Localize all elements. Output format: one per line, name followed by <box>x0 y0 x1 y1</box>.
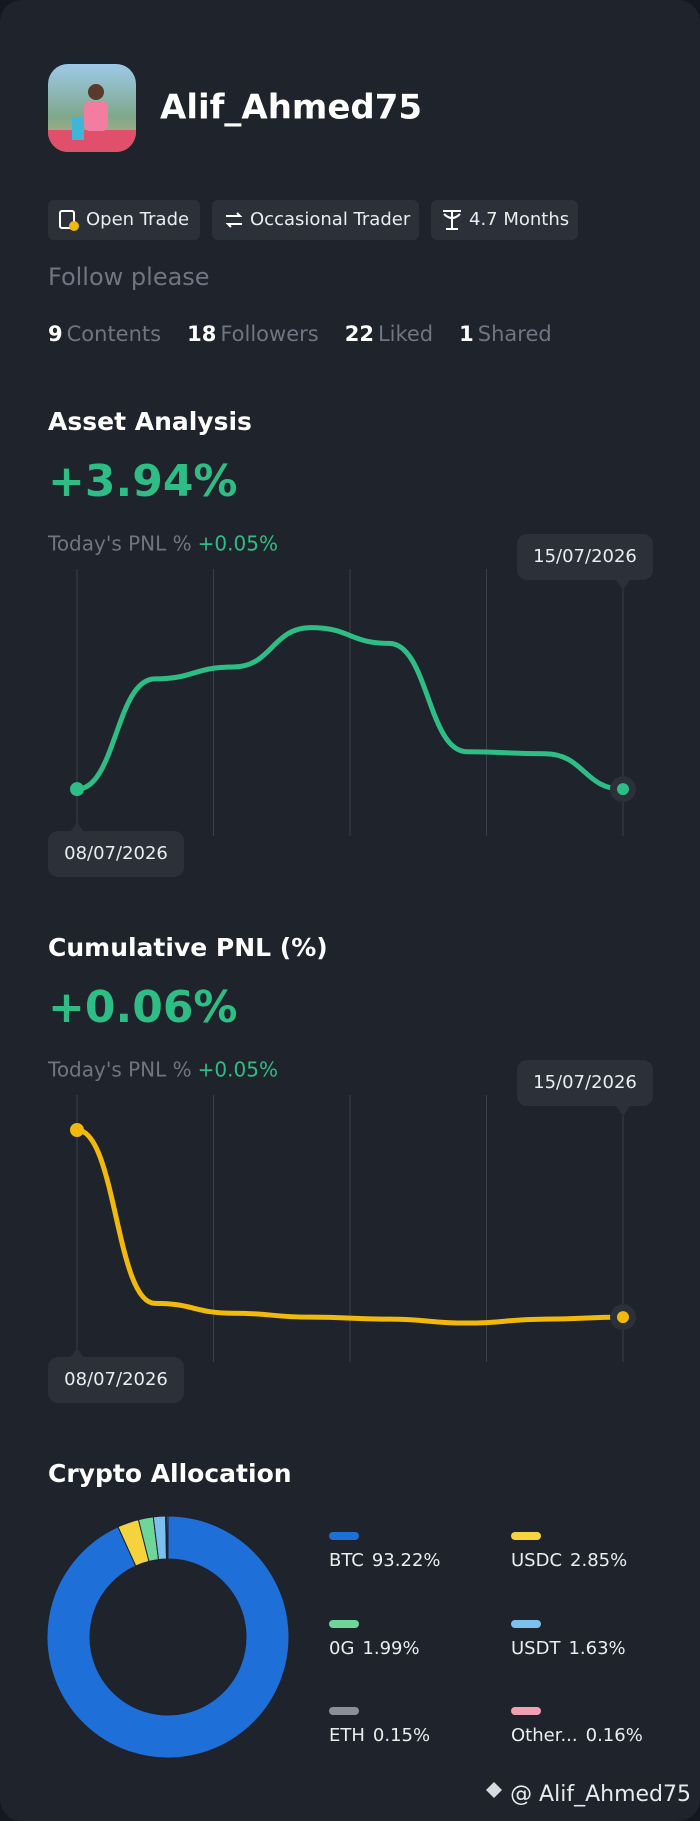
tag-label: Open Trade <box>86 209 189 230</box>
tooltip-pointer <box>70 1348 84 1358</box>
stat-label: Liked <box>378 322 433 346</box>
section-title: Crypto Allocation <box>48 1459 292 1488</box>
watermark-text: @ Alif_Ahmed75 <box>510 1782 691 1807</box>
tag <box>212 200 419 240</box>
headline-value: +0.06% <box>48 982 238 1033</box>
date-label: 08/07/2026 <box>64 843 168 864</box>
legend-swatch <box>329 1707 359 1715</box>
subtitle-value: +0.05% <box>198 532 278 556</box>
avatar[interactable] <box>48 64 136 152</box>
section-title: Asset Analysis <box>48 407 252 436</box>
section-title: Cumulative PNL (%) <box>48 933 328 962</box>
legend-name: USDC <box>511 1550 562 1571</box>
tag-icon <box>69 221 79 231</box>
point-marker <box>617 783 629 796</box>
legend-swatch <box>329 1620 359 1628</box>
legend-value: 1.99% <box>362 1638 419 1659</box>
legend-name: USDT <box>511 1638 561 1659</box>
tag-label: Occasional Trader <box>250 209 411 230</box>
subtitle: Today's PNL % <box>47 532 192 556</box>
headline-value: +3.94% <box>48 456 238 507</box>
stat-count: 1 <box>459 322 474 346</box>
legend-name: ETH <box>329 1725 365 1746</box>
date-label: 15/07/2026 <box>533 1072 637 1093</box>
tag-label: 4.7 Months <box>469 209 569 230</box>
legend-value: 0.15% <box>373 1725 430 1746</box>
date-tooltip <box>517 1060 653 1106</box>
stat-label: Shared <box>478 322 552 346</box>
stats-row: 9 Contents 18 Followers 22 Liked 1 Shared <box>48 322 552 346</box>
subtitle: Today's PNL % <box>47 1058 192 1082</box>
legend-value: 1.63% <box>568 1638 625 1659</box>
point-marker <box>617 1311 629 1324</box>
date-tooltip <box>517 534 653 580</box>
subtitle-value: +0.05% <box>198 1058 278 1082</box>
legend-value: 93.22% <box>372 1550 441 1571</box>
tag <box>431 200 578 240</box>
donut-slice <box>46 1515 290 1759</box>
tooltip-pointer <box>70 822 84 832</box>
legend-value: 2.85% <box>570 1550 627 1571</box>
date-tooltip <box>48 1357 184 1403</box>
line <box>74 625 626 792</box>
point-marker <box>70 782 84 797</box>
date-tooltip <box>48 831 184 877</box>
donut-slice <box>166 1515 169 1560</box>
username: Alif_Ahmed75 <box>160 88 422 128</box>
stat-count: 22 <box>345 322 374 346</box>
stat-label: Contents <box>67 322 161 346</box>
tag-icon <box>59 210 75 229</box>
tag-icon <box>443 210 461 230</box>
tooltip-pointer <box>616 580 630 590</box>
tooltip-pointer <box>616 1106 630 1116</box>
date-label: 15/07/2026 <box>533 546 637 567</box>
tag <box>48 200 200 240</box>
tag-icon <box>225 212 243 228</box>
charts: Asset Analysis+3.94%Today's PNL % +0.05%1… <box>46 407 653 1759</box>
stat-count: 9 <box>48 322 63 346</box>
legend-name: 0G <box>329 1638 354 1659</box>
point-marker <box>70 1123 84 1137</box>
legend-swatch <box>329 1532 359 1540</box>
legend-swatch <box>511 1707 541 1715</box>
legend-name: Other... <box>511 1725 578 1746</box>
watermark: @ Alif_Ahmed75 <box>486 1782 691 1807</box>
legend-value: 0.16% <box>586 1725 643 1746</box>
bio: Follow please <box>48 263 210 291</box>
legend-swatch <box>511 1620 541 1628</box>
stat-label: Followers <box>220 322 318 346</box>
line <box>74 1127 626 1326</box>
legend-name: BTC <box>329 1550 364 1571</box>
date-label: 08/07/2026 <box>64 1369 168 1390</box>
stat-count: 18 <box>187 322 216 346</box>
legend-swatch <box>511 1532 541 1540</box>
